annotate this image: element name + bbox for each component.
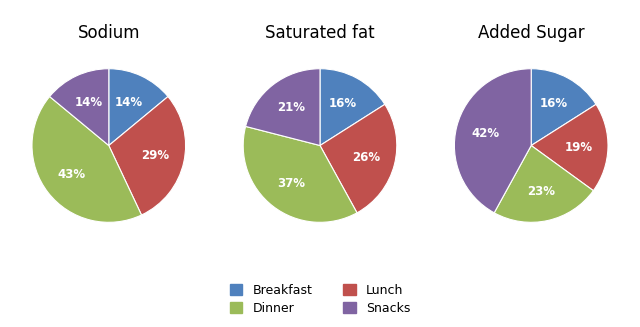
Wedge shape <box>246 69 320 146</box>
Title: Saturated fat: Saturated fat <box>265 25 375 43</box>
Text: 14%: 14% <box>115 96 143 109</box>
Wedge shape <box>494 146 593 222</box>
Text: 21%: 21% <box>277 101 305 114</box>
Wedge shape <box>243 127 357 222</box>
Wedge shape <box>32 96 141 222</box>
Wedge shape <box>109 69 168 146</box>
Wedge shape <box>320 104 397 213</box>
Text: 42%: 42% <box>471 127 499 140</box>
Wedge shape <box>320 69 385 146</box>
Wedge shape <box>531 104 608 191</box>
Text: 43%: 43% <box>57 168 85 181</box>
Text: 16%: 16% <box>329 97 357 110</box>
Text: 19%: 19% <box>564 141 593 153</box>
Text: 29%: 29% <box>141 149 170 163</box>
Title: Added Sugar: Added Sugar <box>478 25 584 43</box>
Text: 26%: 26% <box>352 151 380 164</box>
Legend: Breakfast, Dinner, Lunch, Snacks: Breakfast, Dinner, Lunch, Snacks <box>223 277 417 321</box>
Text: 16%: 16% <box>540 97 568 110</box>
Wedge shape <box>531 69 596 146</box>
Title: Sodium: Sodium <box>77 25 140 43</box>
Text: 14%: 14% <box>74 96 102 109</box>
Wedge shape <box>454 69 531 213</box>
Text: 23%: 23% <box>527 185 556 198</box>
Wedge shape <box>109 96 186 215</box>
Text: 37%: 37% <box>277 177 305 190</box>
Wedge shape <box>50 69 109 146</box>
